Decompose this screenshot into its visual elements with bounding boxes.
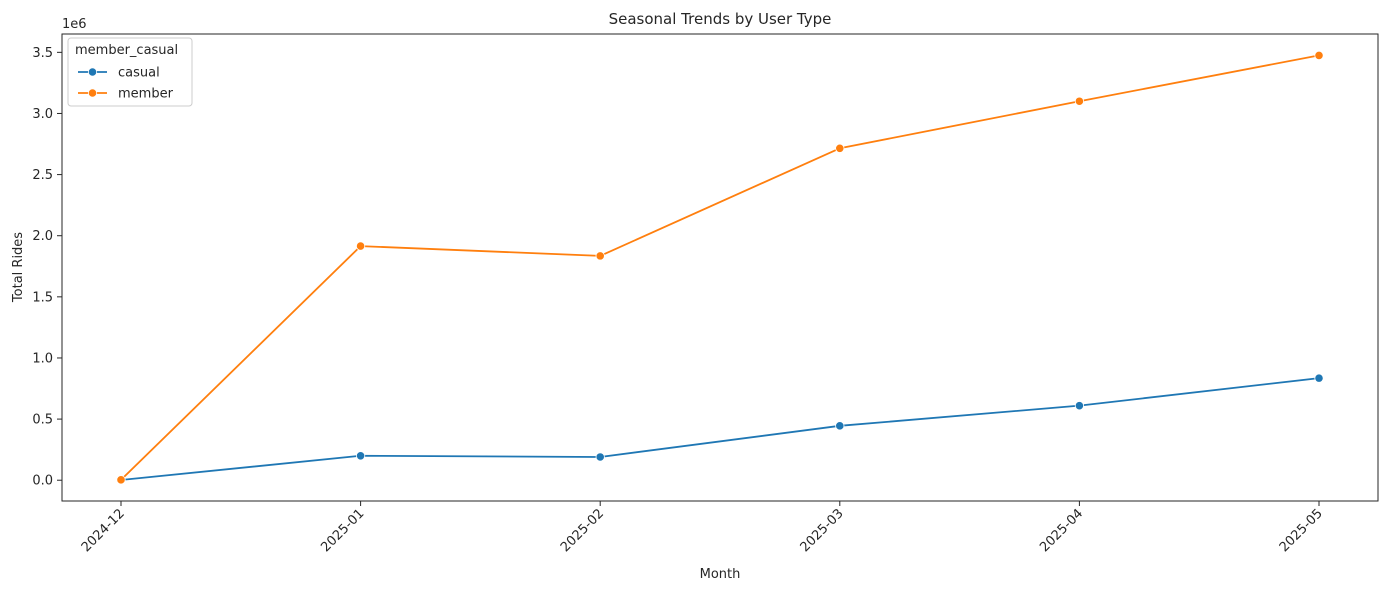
y-tick-label: 3.5 bbox=[32, 46, 53, 61]
y-tick-label: 1.5 bbox=[32, 290, 53, 305]
data-point-member bbox=[116, 475, 126, 485]
legend-box bbox=[67, 37, 193, 107]
data-point-member bbox=[835, 143, 845, 153]
y-axis-title: Total Rides bbox=[11, 232, 26, 303]
y-tick-label: 0.5 bbox=[32, 413, 53, 428]
y-tick-label: 0.0 bbox=[32, 474, 53, 489]
legend-marker-member bbox=[87, 88, 98, 98]
legend-entries: casual member bbox=[78, 66, 174, 102]
series-line-casual bbox=[120, 377, 1320, 481]
x-tick-label: 2024-12 bbox=[79, 506, 128, 555]
legend-marker-casual bbox=[87, 67, 98, 77]
data-point-casual bbox=[1074, 401, 1085, 411]
data-point-casual bbox=[1314, 373, 1324, 383]
y-tick-label: 1.0 bbox=[32, 351, 53, 366]
series-line-member bbox=[120, 54, 1320, 481]
data-point-member bbox=[355, 241, 366, 251]
x-axis: 2024-12 2025-01 2025-02 2025-03 2025-04 2025-… bbox=[79, 501, 1326, 555]
legend-title: member_casual bbox=[75, 43, 178, 58]
y-tick-label: 2.5 bbox=[32, 168, 53, 183]
legend-label-member: member bbox=[118, 87, 174, 102]
x-tick-label: 2025-03 bbox=[798, 506, 847, 555]
x-tick-label: 2025-02 bbox=[558, 506, 607, 555]
y-tick-label: 3.0 bbox=[32, 107, 53, 122]
x-tick-label: 2025-05 bbox=[1277, 506, 1326, 555]
y-axis: 0.0 0.5 1.0 1.5 2.0 2.5 3.0 3.5 bbox=[32, 46, 62, 489]
data-point-casual bbox=[835, 421, 845, 431]
x-tick-label: 2025-01 bbox=[318, 506, 367, 555]
legend: member_casual casual member bbox=[67, 37, 193, 107]
data-point-casual bbox=[355, 451, 366, 461]
plot-area bbox=[61, 33, 1379, 502]
series-layer bbox=[116, 50, 1324, 485]
data-point-member bbox=[595, 251, 605, 261]
chart-title: Seasonal Trends by User Type bbox=[609, 10, 832, 28]
data-point-casual bbox=[595, 452, 605, 462]
data-point-member bbox=[1074, 96, 1085, 106]
y-offset-label: 1e6 bbox=[62, 17, 87, 32]
data-point-member bbox=[1314, 50, 1324, 60]
x-tick-label: 2025-04 bbox=[1037, 506, 1086, 555]
y-tick-label: 2.0 bbox=[32, 229, 53, 244]
legend-label-casual: casual bbox=[118, 66, 160, 81]
x-axis-title: Month bbox=[700, 567, 741, 582]
